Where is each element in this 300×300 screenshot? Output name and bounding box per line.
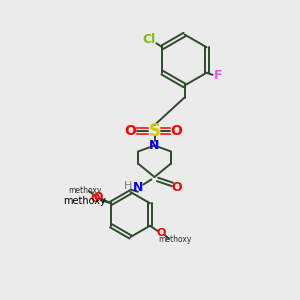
Text: O: O [172, 181, 182, 194]
Text: Cl: Cl [142, 33, 155, 46]
Text: S: S [148, 122, 160, 140]
Text: O: O [94, 192, 103, 202]
Text: O: O [157, 228, 166, 238]
Text: N: N [149, 139, 160, 152]
Text: O: O [124, 124, 136, 137]
Text: O: O [170, 124, 182, 137]
Text: methoxy: methoxy [68, 185, 102, 194]
Text: methoxy: methoxy [63, 196, 105, 206]
Text: F: F [214, 69, 223, 82]
Text: N: N [133, 181, 143, 194]
Text: methoxy: methoxy [158, 235, 192, 244]
Text: H: H [124, 181, 133, 191]
Text: O: O [90, 194, 100, 204]
Text: methoxy: methoxy [91, 191, 97, 193]
